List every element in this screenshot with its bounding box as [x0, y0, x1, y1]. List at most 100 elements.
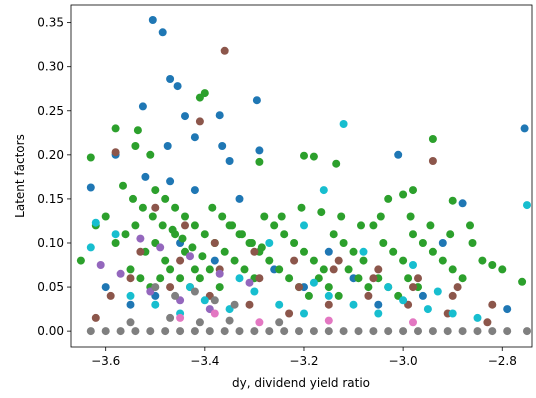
data-point [399, 296, 408, 305]
data-point [488, 261, 497, 269]
data-point [309, 327, 318, 336]
data-point [503, 305, 512, 314]
data-point [384, 327, 393, 336]
data-point [304, 291, 313, 300]
data-point [478, 256, 487, 265]
data-point [205, 327, 214, 336]
y-tick-label: 0.30 [37, 60, 64, 74]
data-point [399, 327, 408, 336]
data-point [158, 221, 167, 230]
data-point [210, 239, 219, 247]
data-point [374, 309, 383, 318]
data-point [151, 283, 160, 292]
data-point [210, 296, 219, 305]
data-point [166, 265, 175, 274]
data-point [176, 274, 185, 283]
data-point [247, 239, 256, 247]
data-point [418, 239, 427, 247]
data-point [190, 327, 199, 336]
data-point [339, 239, 348, 247]
data-point [285, 274, 294, 283]
data-point [181, 112, 189, 121]
data-point [418, 291, 427, 300]
data-point [111, 124, 120, 133]
data-point [443, 327, 452, 336]
data-point [101, 212, 110, 221]
data-point [448, 196, 457, 205]
data-point [488, 300, 497, 309]
data-point [300, 309, 308, 318]
data-point [106, 291, 115, 300]
data-point [220, 327, 229, 336]
data-point [280, 327, 289, 336]
data-point [86, 243, 95, 252]
data-point [156, 274, 165, 283]
data-point [354, 327, 363, 336]
data-point [468, 239, 477, 247]
data-point [300, 221, 308, 230]
data-point [414, 274, 422, 283]
data-point [158, 28, 167, 37]
data-point [488, 327, 497, 336]
data-point [168, 225, 177, 234]
data-point [235, 194, 244, 203]
data-point [344, 265, 353, 274]
x-axis-label: dy, dividend yield ratio [232, 376, 370, 390]
data-point [379, 239, 388, 247]
data-point [483, 318, 492, 327]
data-point [126, 265, 135, 274]
data-point [111, 239, 120, 247]
data-point [210, 309, 219, 318]
data-point [359, 247, 368, 256]
data-point [317, 208, 326, 217]
data-point [151, 203, 160, 212]
data-point [146, 327, 155, 336]
data-point [433, 287, 442, 296]
data-point [119, 181, 127, 190]
data-point [195, 117, 204, 126]
data-point [195, 318, 204, 327]
data-point [255, 318, 264, 327]
data-point [161, 327, 170, 336]
data-point [359, 256, 368, 265]
data-point [324, 300, 333, 309]
data-point [86, 327, 95, 336]
data-point [324, 316, 333, 325]
data-point [270, 221, 279, 230]
x-tick-label: −3.0 [389, 354, 418, 368]
data-point [181, 212, 189, 221]
data-point [406, 212, 415, 221]
data-point [409, 186, 417, 195]
data-point [225, 316, 234, 325]
data-point [250, 287, 259, 296]
data-point [349, 247, 358, 256]
data-point [523, 327, 531, 336]
data-point [198, 252, 207, 261]
data-point [329, 230, 338, 239]
data-point [171, 203, 180, 212]
data-point [503, 327, 512, 336]
y-tick-label: 0.35 [37, 16, 64, 30]
data-point [225, 157, 234, 165]
data-point [101, 327, 110, 336]
data-point [116, 269, 125, 278]
data-point [245, 278, 254, 287]
data-point [265, 327, 274, 336]
data-point [257, 243, 266, 252]
data-point [409, 230, 417, 239]
data-point [205, 265, 214, 274]
data-point [423, 305, 432, 314]
data-point [374, 265, 383, 274]
data-point [195, 274, 204, 283]
data-point [86, 153, 95, 162]
data-point [148, 16, 157, 24]
data-point [329, 265, 338, 274]
data-point [376, 212, 385, 221]
data-point [324, 327, 333, 336]
data-point [136, 247, 145, 256]
data-point [200, 230, 209, 239]
y-tick-label: 0.00 [37, 324, 64, 338]
data-point [458, 327, 467, 336]
data-point [255, 157, 264, 166]
data-point [404, 274, 413, 283]
